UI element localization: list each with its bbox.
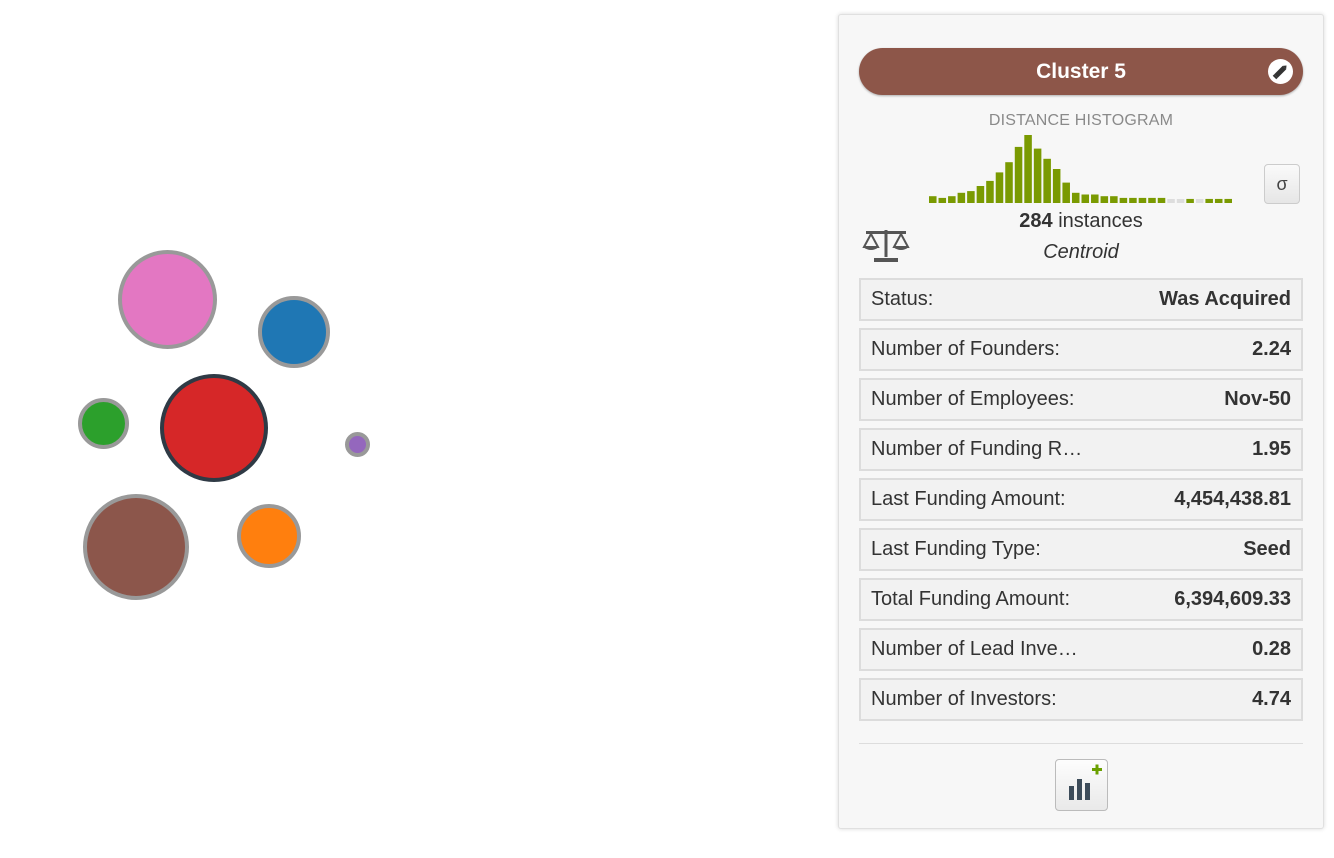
histogram-bar xyxy=(1024,135,1032,203)
histogram-bar xyxy=(1052,169,1061,203)
histogram-bar xyxy=(1062,182,1070,203)
histogram-bar xyxy=(1157,197,1166,203)
histogram-bar xyxy=(1129,197,1137,203)
histogram-bar xyxy=(1195,199,1204,203)
cluster-blue[interactable] xyxy=(258,296,330,368)
histogram-bar xyxy=(995,172,1004,203)
histogram-bar xyxy=(1148,197,1156,203)
instances-number: 284 xyxy=(1019,210,1053,232)
sigma-button[interactable]: σ xyxy=(1264,164,1300,204)
histogram-bar xyxy=(1091,194,1099,203)
cluster-detail-panel: Cluster 5 DISTANCE HISTOGRAM σ 284 insta… xyxy=(838,14,1324,829)
panel-divider xyxy=(859,743,1303,744)
cluster-orange[interactable] xyxy=(237,504,301,568)
histogram-bar xyxy=(1005,162,1013,203)
centroid-label: Centroid xyxy=(1043,241,1119,263)
field-value: 4.74 xyxy=(1252,688,1291,710)
field-row-last-funding-type: Last Funding Type: Seed xyxy=(859,528,1303,571)
histogram-bar xyxy=(1071,192,1080,203)
cluster-red[interactable] xyxy=(160,374,268,482)
field-label: Number of Funding R… xyxy=(871,438,1083,460)
balance-scale-icon xyxy=(862,230,910,262)
cluster-title: Cluster 5 xyxy=(1036,60,1126,83)
pencil-icon[interactable] xyxy=(1268,59,1293,84)
histogram-bar xyxy=(1224,198,1232,203)
instances-label: instances xyxy=(1058,210,1143,232)
cluster-canvas xyxy=(78,250,370,600)
field-label: Last Funding Type: xyxy=(871,538,1041,560)
cluster-brown[interactable] xyxy=(83,494,189,600)
histogram-title: DISTANCE HISTOGRAM xyxy=(988,112,1174,129)
histogram-bar xyxy=(967,191,975,203)
field-label: Number of Employees: xyxy=(871,388,1075,410)
field-value: 6,394,609.33 xyxy=(1174,588,1291,610)
field-row-status: Status: Was Acquired xyxy=(859,278,1303,321)
histogram-bar xyxy=(1186,198,1194,203)
field-row-investors: Number of Investors: 4.74 xyxy=(859,678,1303,721)
histogram-bar xyxy=(957,192,966,203)
field-value: 0.28 xyxy=(1252,638,1291,660)
field-label: Last Funding Amount: xyxy=(871,488,1066,510)
field-row-lead-investors: Number of Lead Inve… 0.28 xyxy=(859,628,1303,671)
histogram-bar xyxy=(1100,196,1109,203)
histogram-bar xyxy=(1043,158,1051,203)
field-label: Number of Founders: xyxy=(871,338,1060,360)
add-chart-icon xyxy=(1069,764,1102,800)
field-value: 2.24 xyxy=(1252,338,1291,360)
cluster-purple[interactable] xyxy=(345,432,370,457)
histogram-bar xyxy=(1119,197,1128,203)
distance-histogram xyxy=(929,135,1232,203)
field-value: 1.95 xyxy=(1252,438,1291,460)
histogram-bar xyxy=(1081,194,1090,203)
histogram-bar xyxy=(986,180,994,203)
histogram-bar xyxy=(1033,148,1042,203)
cluster-pink[interactable] xyxy=(118,250,217,349)
histogram-bar xyxy=(1138,197,1147,203)
field-value: Nov-50 xyxy=(1224,388,1291,410)
histogram-bar xyxy=(1167,199,1175,203)
histogram-bar xyxy=(1014,146,1023,203)
histogram-bar xyxy=(1176,199,1185,203)
field-label: Number of Investors: xyxy=(871,688,1057,710)
field-label: Total Funding Amount: xyxy=(871,588,1071,610)
histogram-bar xyxy=(1214,198,1223,203)
field-value: 4,454,438.81 xyxy=(1174,488,1291,510)
histogram-bar xyxy=(1205,198,1213,203)
field-row-employees: Number of Employees: Nov-50 xyxy=(859,378,1303,421)
histogram-bar xyxy=(948,196,956,203)
add-chart-button[interactable] xyxy=(1055,759,1108,811)
field-value: Was Acquired xyxy=(1159,288,1291,310)
cluster-title-bar: Cluster 5 xyxy=(859,48,1303,95)
histogram-bar xyxy=(976,186,985,203)
field-label: Status: xyxy=(871,288,934,310)
cluster-green[interactable] xyxy=(78,398,129,449)
field-row-funding-rounds: Number of Funding R… 1.95 xyxy=(859,428,1303,471)
field-row-founders: Number of Founders: 2.24 xyxy=(859,328,1303,371)
histogram-bar xyxy=(929,196,937,203)
field-label: Number of Lead Inve… xyxy=(871,638,1078,660)
field-row-total-funding: Total Funding Amount: 6,394,609.33 xyxy=(859,578,1303,621)
field-value: Seed xyxy=(1243,538,1291,560)
histogram-bar xyxy=(1110,196,1118,203)
histogram-bar xyxy=(938,197,947,203)
field-row-last-funding-amount: Last Funding Amount: 4,454,438.81 xyxy=(859,478,1303,521)
instances-count: 284 instances xyxy=(839,210,1323,233)
